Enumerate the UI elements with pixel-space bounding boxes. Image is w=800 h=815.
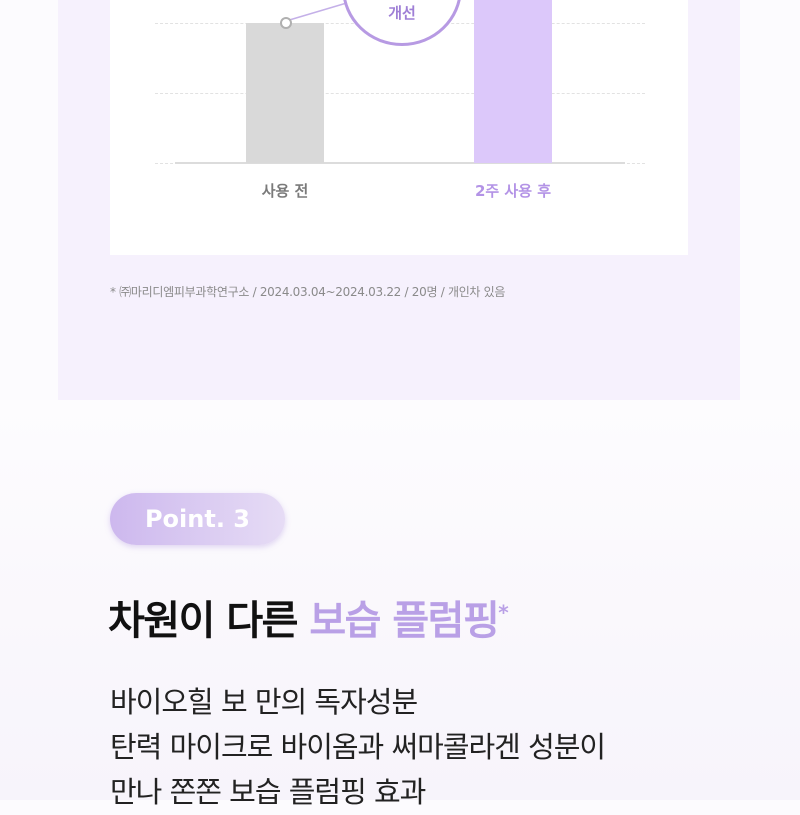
body-line: 탄력 마이크로 바이옴과 써마콜라겐 성분이: [110, 730, 606, 764]
body-line: 만나 쫀쫀 보습 플럼핑 효과: [110, 775, 426, 809]
x-tick-label: 2주 사용 후: [474, 182, 552, 200]
title-mark: *: [498, 600, 508, 625]
title-plain: 차원이 다른: [108, 598, 310, 644]
footnote: * ㈜마리디엠피부과학연구소 / 2024.03.04~2024.03.22 /…: [110, 285, 506, 299]
bar-after: [474, 0, 552, 163]
improvement-label: 개선: [388, 4, 416, 22]
point-section: [0, 400, 800, 800]
bar-before: [246, 23, 324, 163]
x-axis: [175, 162, 625, 164]
annotation-dot: [280, 17, 292, 29]
body-line: 바이오힐 보 만의 독자성분: [110, 685, 418, 719]
title-highlight: 보습 플럼핑: [309, 598, 499, 644]
x-tick-label: 사용 전: [261, 182, 309, 200]
point-body: 바이오힐 보 만의 독자성분 탄력 마이크로 바이옴과 써마콜라겐 성분이 만나…: [110, 680, 606, 815]
point-title: 차원이 다른 보습 플럼핑*: [108, 588, 509, 646]
gridline: [155, 93, 645, 94]
point-badge: Point. 3: [110, 493, 285, 545]
annotation-connector: [285, 1, 351, 22]
